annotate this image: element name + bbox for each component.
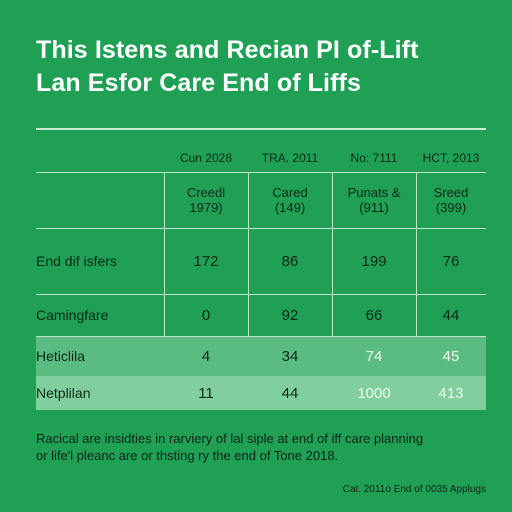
table-vline-1 bbox=[164, 172, 165, 336]
table-cell: 44 bbox=[442, 306, 460, 324]
table-cell: 34 bbox=[281, 347, 299, 365]
title-divider bbox=[36, 128, 486, 130]
row-label: Camingfare bbox=[36, 306, 109, 323]
column-group-header: HCT, 2013 bbox=[422, 150, 480, 165]
table-cell: 172 bbox=[193, 252, 219, 270]
table-cell: 4 bbox=[201, 347, 211, 365]
column-header: Sreed (399) bbox=[416, 172, 486, 228]
table-cell: 92 bbox=[281, 306, 299, 324]
footnote: Racical are insidties in rarviery of lal… bbox=[36, 430, 476, 464]
table-vline-2 bbox=[248, 172, 249, 336]
row-label: Heticlila bbox=[36, 347, 86, 364]
row-label: End dif isfers bbox=[36, 252, 117, 269]
row-label: Netplilan bbox=[36, 384, 91, 401]
column-group-header: No: 7111 bbox=[350, 150, 398, 165]
table-cell: 74 bbox=[365, 347, 383, 365]
footnote-line-1: Racical are insidties in rarviery of lal… bbox=[36, 431, 424, 446]
table-cell: 66 bbox=[365, 306, 383, 324]
table-hline-4 bbox=[36, 336, 486, 337]
table-cell: 199 bbox=[361, 252, 387, 270]
column-group-header: Cun 2028 bbox=[179, 150, 233, 165]
table-vline-3 bbox=[332, 172, 333, 336]
table-cell: 44 bbox=[281, 384, 299, 402]
column-header-line-1: Cared bbox=[272, 185, 308, 200]
table-cell: 413 bbox=[438, 384, 464, 402]
column-header-line-1: Sreed bbox=[433, 185, 469, 200]
table-cell: 11 bbox=[198, 384, 214, 402]
source-note: Cat. 2011o End of 0035 Applugs bbox=[342, 484, 486, 495]
chart-title: This Istens and Recian PI of-Lift Lan Es… bbox=[36, 34, 496, 100]
column-header: Punats & (911) bbox=[332, 172, 416, 228]
table-cell: 0 bbox=[201, 306, 211, 324]
table-hline-1 bbox=[36, 172, 486, 173]
highlight-row-2 bbox=[36, 376, 486, 410]
footnote-line-2: or life'l pleanc are or thsting ry the e… bbox=[36, 448, 339, 463]
title-line-2: Lan Esfor Care End of Liffs bbox=[36, 69, 361, 97]
column-header-line-1: Creedl bbox=[186, 185, 226, 200]
table-cell: 86 bbox=[281, 252, 299, 270]
title-line-1: This Istens and Recian PI of-Lift bbox=[36, 36, 419, 64]
table-cell: 45 bbox=[442, 347, 460, 365]
column-header-line-2: (911) bbox=[359, 200, 389, 215]
table-cell: 76 bbox=[442, 252, 460, 270]
column-group-header: TRA. 2011 bbox=[261, 150, 319, 165]
column-header-line-2: (149) bbox=[274, 200, 306, 215]
table-cell: 1000 bbox=[357, 384, 391, 402]
column-header-line-2: (399) bbox=[435, 200, 467, 215]
table-vline-4 bbox=[416, 172, 417, 336]
column-header: Cared (149) bbox=[248, 172, 332, 228]
column-header-line-2: 1979) bbox=[189, 200, 223, 215]
table-hline-3 bbox=[36, 294, 486, 295]
table-hline-2 bbox=[36, 228, 486, 229]
column-header: Creedl 1979) bbox=[164, 172, 248, 228]
column-header-line-1: Punats & bbox=[347, 185, 401, 200]
highlight-row-1 bbox=[36, 336, 486, 376]
